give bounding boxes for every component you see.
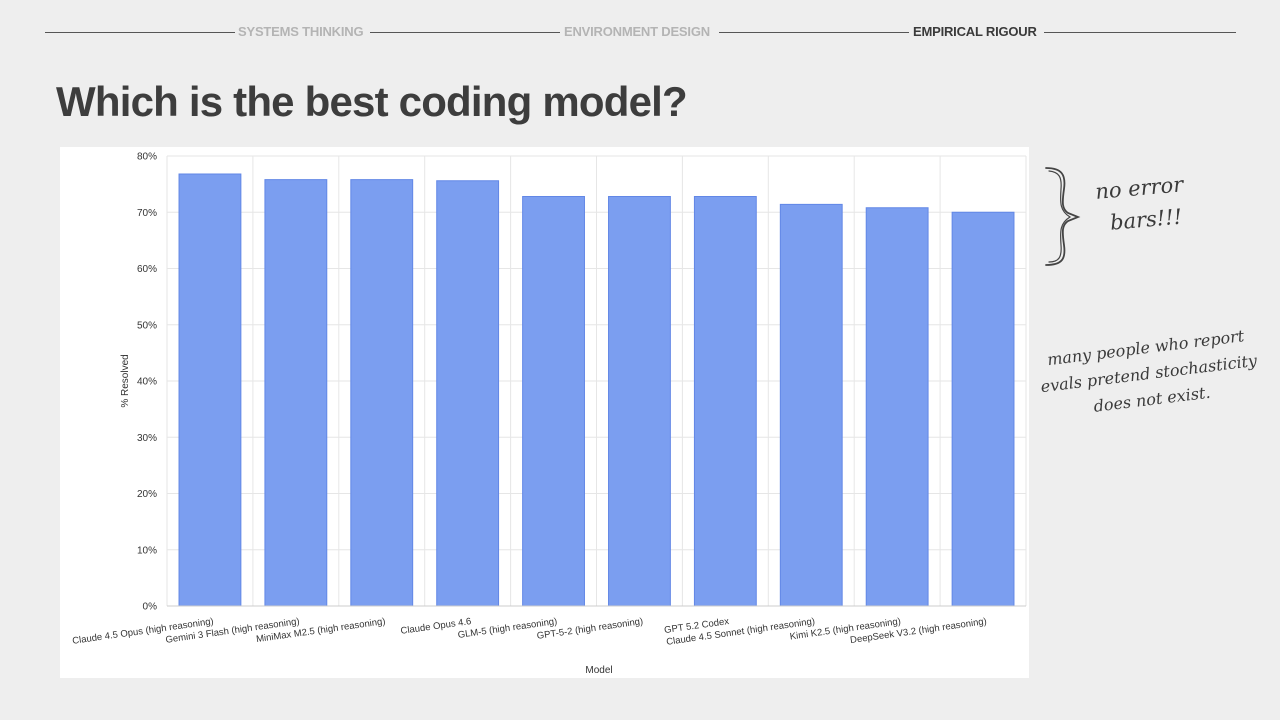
bar xyxy=(951,211,1015,607)
curly-brace-icon xyxy=(1045,167,1081,266)
bar xyxy=(608,196,671,607)
nav-divider xyxy=(1044,32,1236,33)
y-tick-label: 50% xyxy=(137,320,157,331)
bar xyxy=(350,179,414,607)
y-tick-label: 0% xyxy=(143,602,158,613)
stochasticity-note: many people who report evals pretend sto… xyxy=(1036,322,1262,426)
bar xyxy=(436,180,500,607)
nav-divider xyxy=(719,32,909,33)
nav-divider xyxy=(45,32,235,33)
section-nav: SYSTEMS THINKING ENVIRONMENT DESIGN EMPI… xyxy=(0,0,1280,60)
bar xyxy=(693,196,757,607)
bar xyxy=(865,207,929,607)
nav-item-environment-design[interactable]: ENVIRONMENT DESIGN xyxy=(564,24,710,39)
y-tick-label: 40% xyxy=(137,377,157,388)
chart-bars xyxy=(178,173,1015,607)
y-tick-label: 80% xyxy=(137,152,157,163)
x-axis-label: Model xyxy=(585,665,612,676)
page-title: Which is the best coding model? xyxy=(56,78,688,125)
y-tick-label: 20% xyxy=(137,489,157,500)
bar xyxy=(522,196,585,607)
chart-panel: 0% 10% 20% 30% 40% 50% 60% 70% 80% Claude 4.5 Opu… xyxy=(60,147,1029,678)
bar-chart: 0%10%20%30%40%50%60%70%80%Claude 4.5 Opu… xyxy=(72,152,1027,676)
y-axis-label: % Resolved xyxy=(120,354,131,407)
y-tick-label: 70% xyxy=(137,208,157,219)
error-bars-note-line: bars!!! xyxy=(1109,204,1183,235)
y-tick-label: 30% xyxy=(137,433,157,444)
bar xyxy=(178,173,242,607)
nav-divider xyxy=(370,32,560,33)
nav-item-systems-thinking[interactable]: SYSTEMS THINKING xyxy=(238,24,364,39)
nav-item-empirical-rigour[interactable]: EMPIRICAL RIGOUR xyxy=(913,24,1037,39)
bar xyxy=(264,179,328,607)
bar xyxy=(779,203,843,607)
y-tick-label: 10% xyxy=(137,545,157,556)
error-bars-note: no error bars!!! xyxy=(1094,168,1187,239)
y-tick-label: 60% xyxy=(137,264,157,275)
